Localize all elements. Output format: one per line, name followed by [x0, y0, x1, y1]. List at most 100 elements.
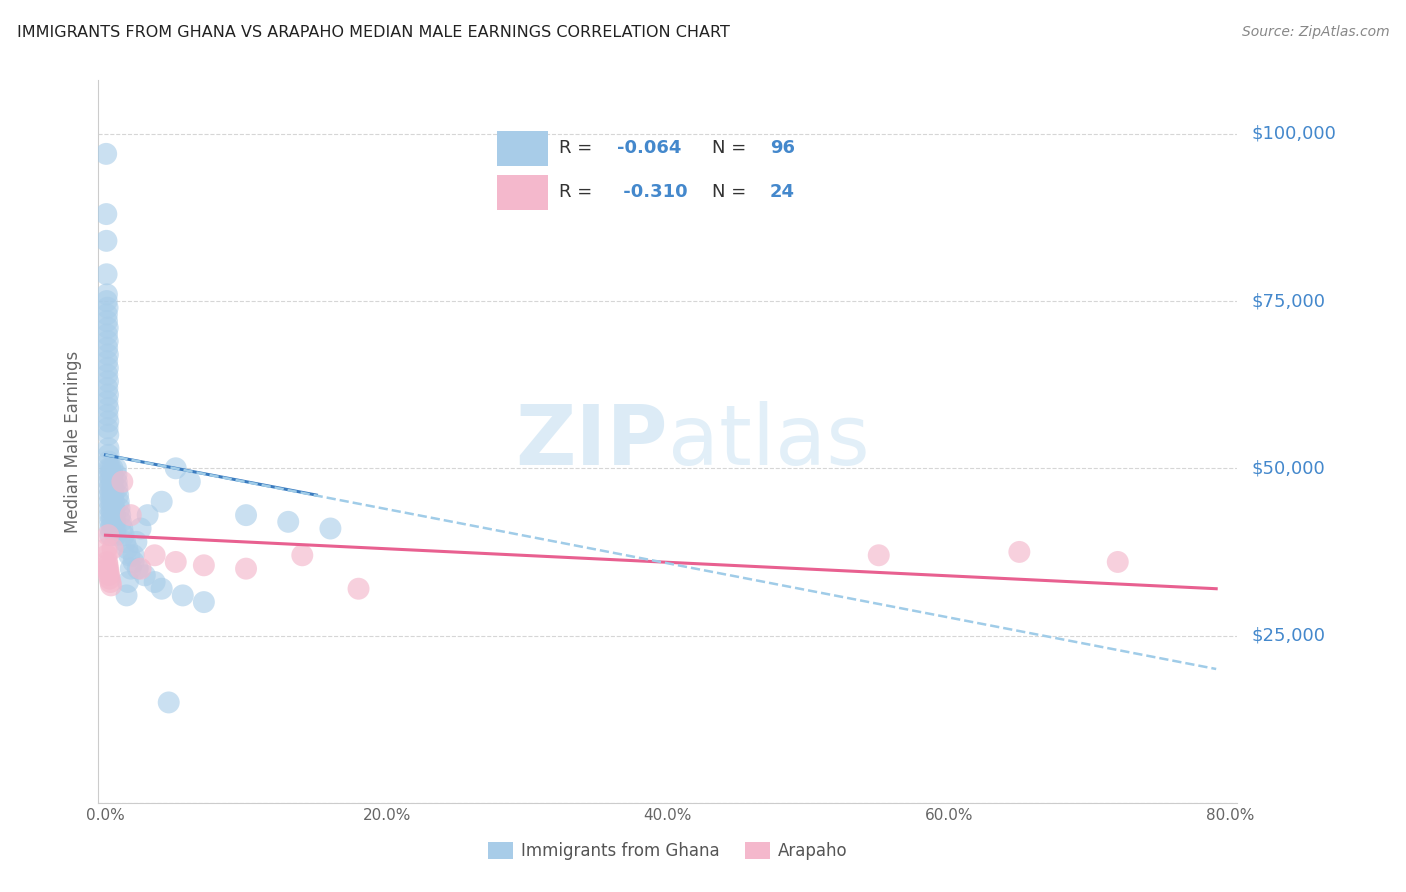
Point	[96, 408, 118, 422]
Point	[96, 146, 118, 161]
Point	[108, 501, 131, 516]
Point	[129, 562, 152, 576]
Point	[100, 467, 122, 482]
Point	[98, 501, 121, 516]
Point	[104, 521, 127, 535]
Point	[143, 575, 166, 590]
Point	[101, 508, 124, 523]
Point	[97, 348, 120, 362]
Point	[101, 467, 124, 482]
Point	[96, 207, 118, 221]
Point	[150, 494, 173, 508]
Point	[235, 562, 257, 576]
Text: atlas: atlas	[668, 401, 869, 482]
Point	[100, 501, 122, 516]
Point	[319, 521, 342, 535]
Point	[143, 548, 166, 563]
Point	[114, 534, 136, 549]
Point	[96, 555, 118, 569]
Point	[98, 575, 122, 590]
Point	[111, 521, 134, 535]
Point	[97, 448, 120, 462]
Point	[104, 508, 127, 523]
Point	[100, 475, 122, 489]
Text: $100,000: $100,000	[1251, 125, 1336, 143]
Point	[97, 375, 120, 389]
Point	[97, 441, 120, 455]
Point	[100, 482, 122, 496]
Point	[96, 394, 118, 409]
Point	[100, 494, 122, 508]
Point	[112, 528, 135, 542]
Point	[235, 508, 257, 523]
Point	[96, 307, 118, 321]
Point	[96, 558, 120, 573]
Point	[105, 467, 128, 482]
Point	[118, 548, 141, 563]
Point	[111, 475, 134, 489]
Point	[96, 421, 120, 435]
Point	[96, 541, 118, 556]
Point	[110, 508, 132, 523]
Point	[150, 582, 173, 596]
Point	[291, 548, 314, 563]
Point	[120, 508, 142, 523]
Point	[101, 541, 124, 556]
Point	[97, 361, 120, 376]
Point	[103, 488, 125, 502]
Text: $75,000: $75,000	[1251, 292, 1326, 310]
Point	[98, 488, 121, 502]
Point	[97, 461, 120, 475]
Point	[97, 528, 120, 542]
Text: Source: ZipAtlas.com: Source: ZipAtlas.com	[1241, 25, 1389, 39]
Point	[97, 427, 120, 442]
Text: IMMIGRANTS FROM GHANA VS ARAPAHO MEDIAN MALE EARNINGS CORRELATION CHART: IMMIGRANTS FROM GHANA VS ARAPAHO MEDIAN …	[17, 25, 730, 40]
Point	[103, 482, 125, 496]
Point	[129, 521, 152, 535]
Point	[120, 562, 142, 576]
Point	[179, 475, 201, 489]
Point	[96, 381, 118, 395]
Point	[97, 320, 120, 334]
Point	[98, 515, 121, 529]
Point	[108, 494, 131, 508]
Point	[97, 414, 120, 428]
Point	[98, 461, 122, 475]
Point	[134, 568, 156, 582]
Point	[98, 482, 121, 496]
Point	[98, 568, 121, 582]
Point	[96, 341, 118, 355]
Point	[107, 488, 129, 502]
Point	[172, 589, 194, 603]
Point	[117, 575, 139, 590]
Text: $50,000: $50,000	[1251, 459, 1324, 477]
Text: ZIP: ZIP	[516, 401, 668, 482]
Point	[1008, 545, 1031, 559]
Point	[103, 494, 125, 508]
Point	[127, 562, 149, 576]
Point	[101, 475, 124, 489]
Point	[98, 467, 121, 482]
Point	[868, 548, 890, 563]
Point	[98, 521, 121, 535]
Point	[117, 541, 139, 556]
Point	[98, 508, 121, 523]
Point	[347, 582, 370, 596]
Point	[104, 515, 127, 529]
Point	[122, 555, 145, 569]
Point	[96, 268, 118, 282]
Point	[96, 287, 118, 301]
Point	[103, 501, 125, 516]
Point	[105, 461, 128, 475]
Point	[277, 515, 299, 529]
Point	[98, 475, 121, 489]
Point	[1107, 555, 1129, 569]
Point	[193, 558, 215, 573]
Point	[97, 454, 120, 469]
Y-axis label: Median Male Earnings: Median Male Earnings	[65, 351, 83, 533]
Point	[100, 488, 122, 502]
Point	[97, 562, 120, 576]
Point	[122, 548, 145, 563]
Point	[96, 354, 118, 368]
Point	[96, 293, 118, 308]
